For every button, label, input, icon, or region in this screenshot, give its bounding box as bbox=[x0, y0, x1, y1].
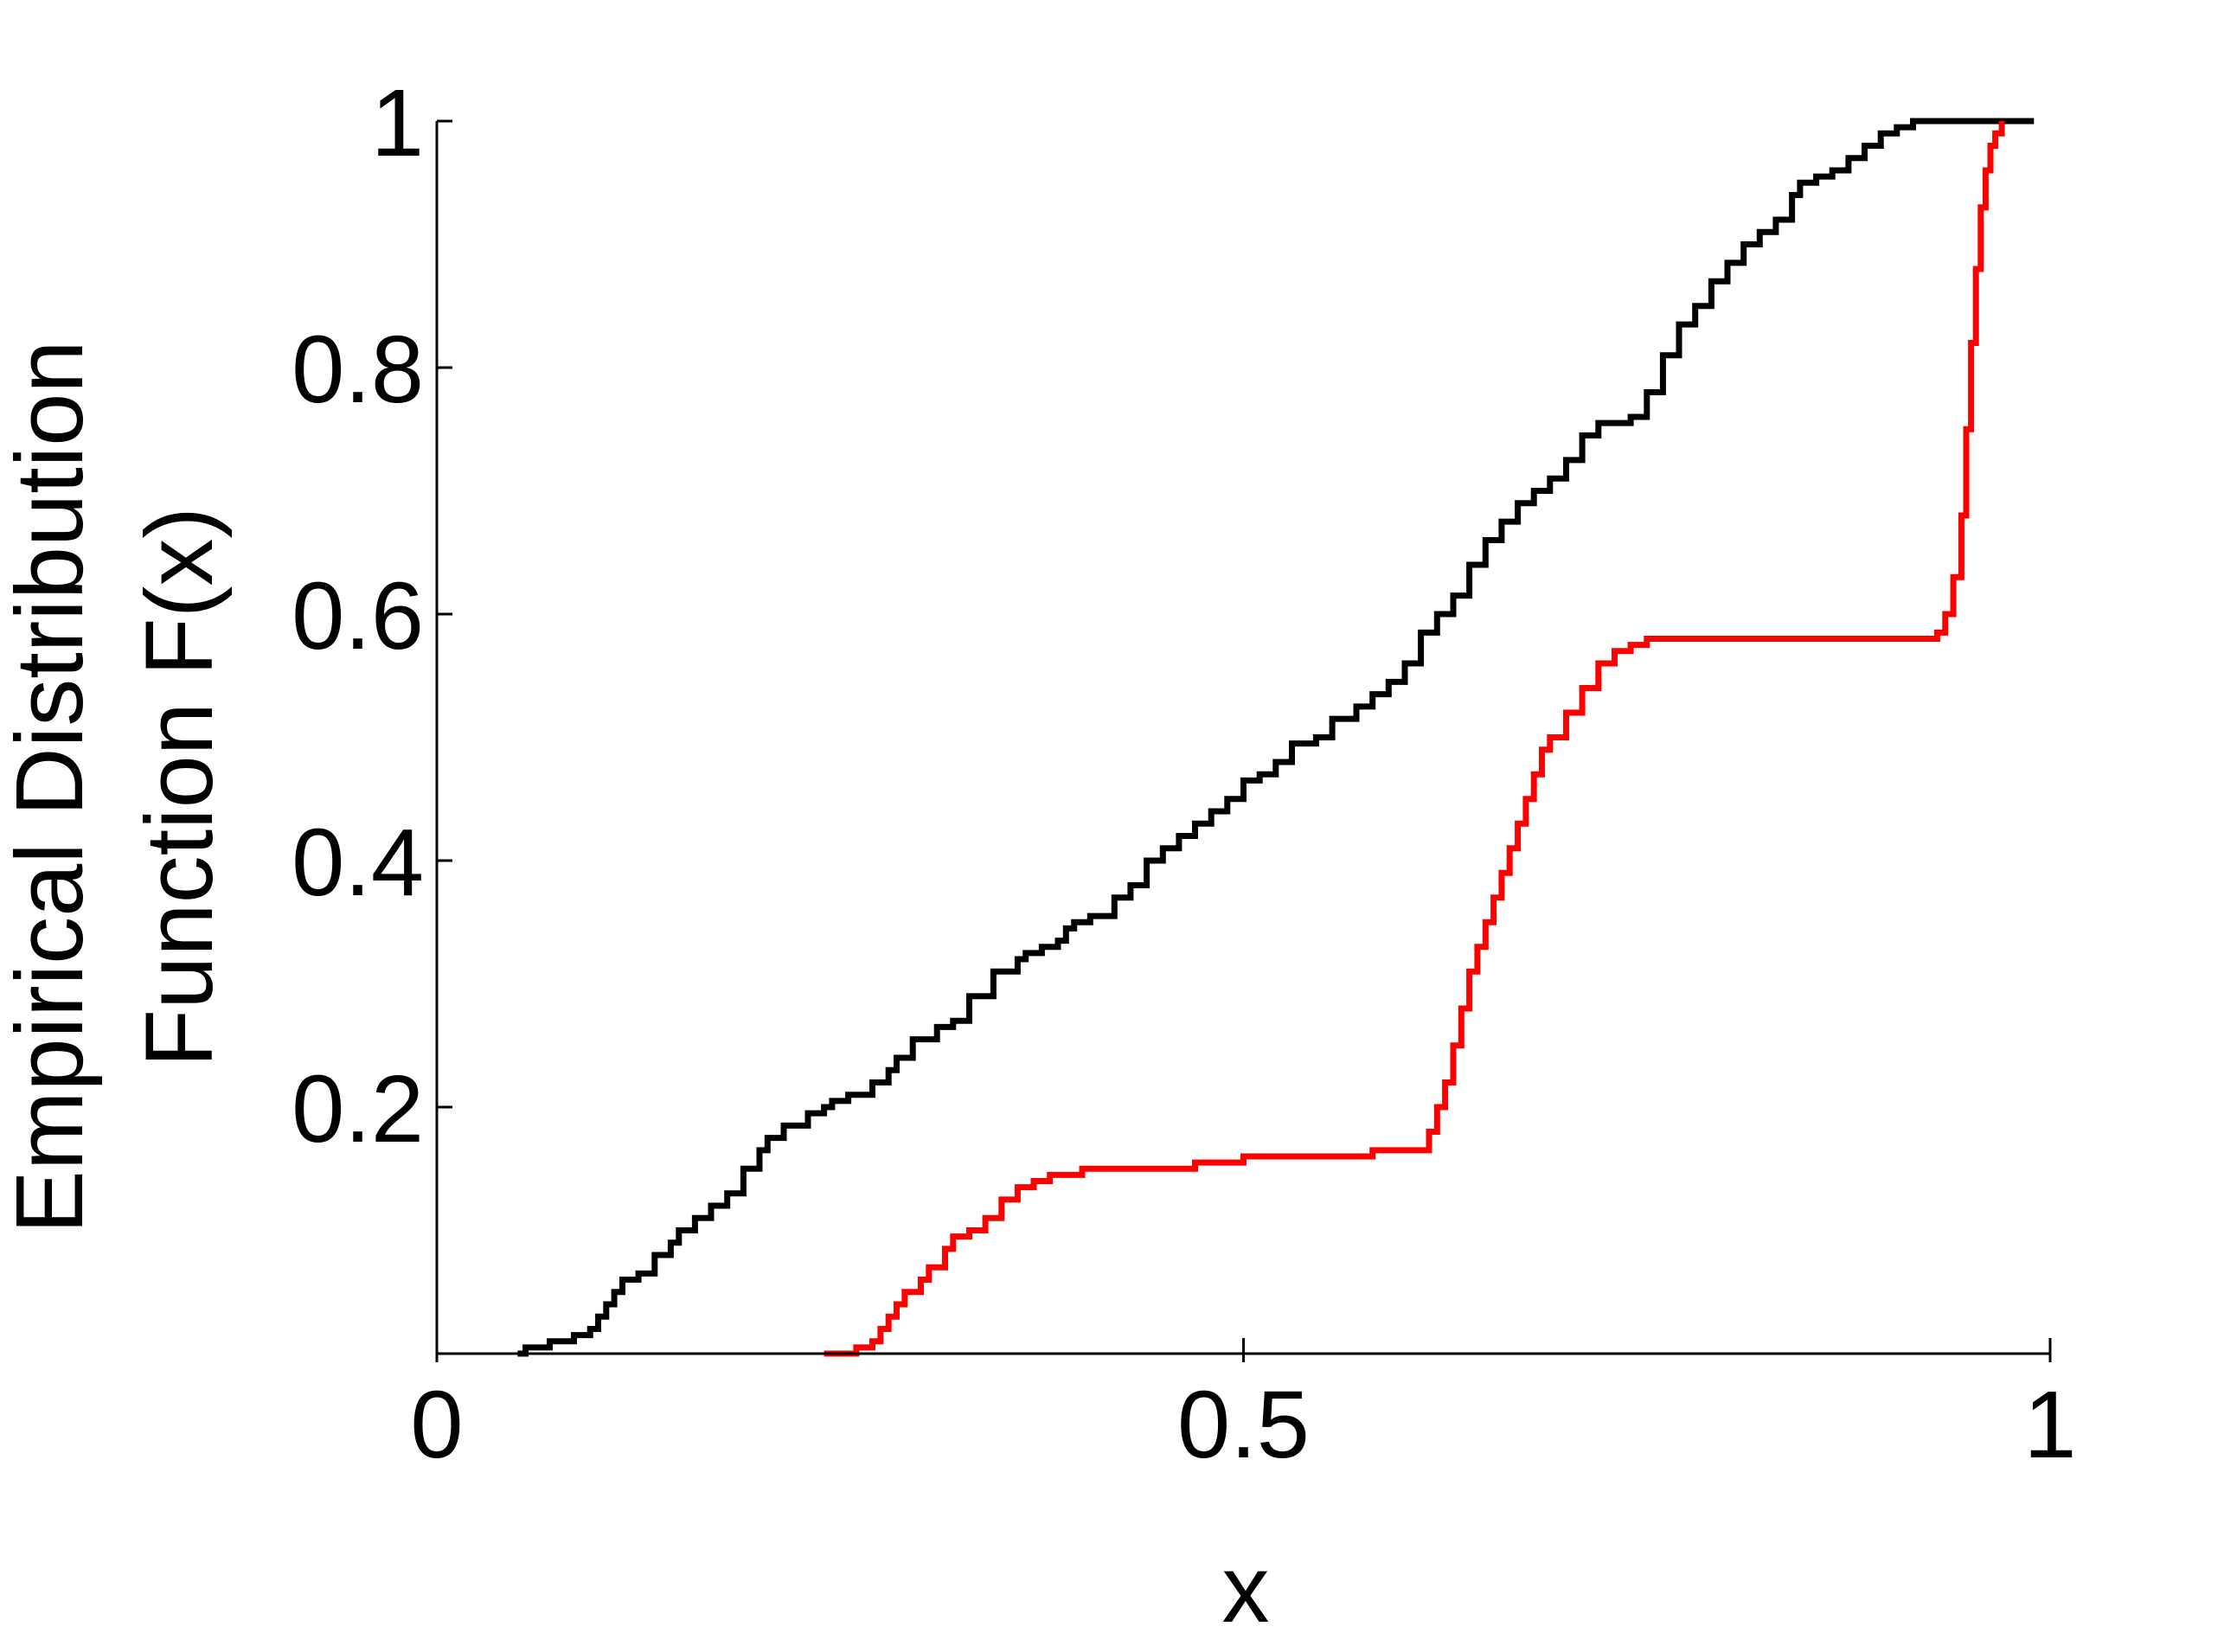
x-tick-label: 0.5 bbox=[1177, 1372, 1310, 1478]
series-line-2 bbox=[824, 121, 2005, 1357]
y-axis-title-line-2: Function F(x) bbox=[126, 507, 233, 1067]
y-tick-label: 0.6 bbox=[292, 563, 424, 669]
y-tick-label: 0.8 bbox=[292, 317, 424, 423]
x-tick-label: 1 bbox=[2023, 1372, 2076, 1478]
y-tick-label: 1 bbox=[371, 70, 424, 176]
x-axis-title: x bbox=[1222, 1536, 1270, 1642]
y-axis-title-line-1: Empirical Distribution bbox=[0, 340, 103, 1233]
y-tick-label: 0.4 bbox=[292, 810, 424, 916]
y-tick-label: 0.2 bbox=[292, 1056, 424, 1162]
x-tick-label: 0 bbox=[410, 1372, 463, 1478]
series-line-1 bbox=[517, 118, 2035, 1357]
tick-layer: 0 0.5 1 0.2 0.4 0.6 0.8 1 bbox=[292, 70, 2077, 1478]
series-layer bbox=[517, 118, 2035, 1357]
